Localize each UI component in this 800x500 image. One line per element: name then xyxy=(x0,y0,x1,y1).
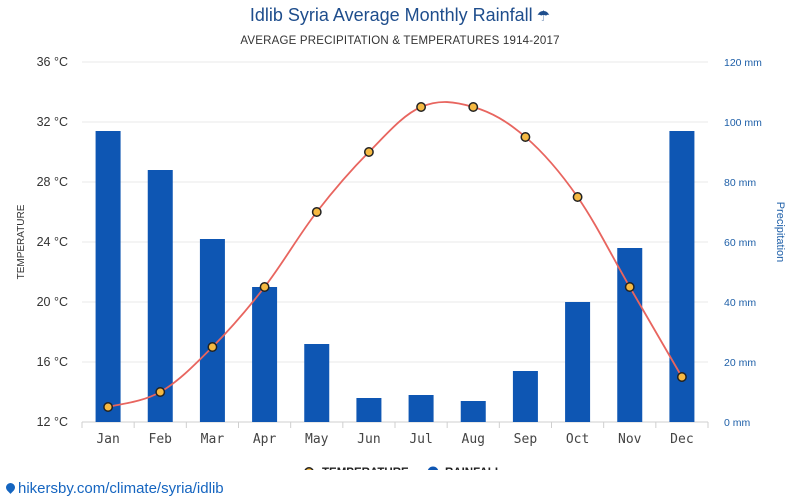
right-tick-label: 0 mm xyxy=(724,417,751,429)
umbrella-icon: ☂ xyxy=(536,8,551,25)
x-tick-label: Mar xyxy=(201,432,225,447)
temperature-curve xyxy=(107,101,683,408)
rainfall-bar xyxy=(565,302,591,422)
left-tick-label: 12 °C xyxy=(37,415,68,429)
x-tick-label: May xyxy=(305,432,329,447)
temperature-point xyxy=(259,282,270,292)
right-tick-label: 40 mm xyxy=(724,297,756,309)
rainfall-bar xyxy=(460,401,486,422)
right-tick-label: 20 mm xyxy=(724,357,756,369)
watermark-link[interactable]: hikersby.com/climate/syria/idlib xyxy=(4,480,224,497)
x-tick-label: Jul xyxy=(409,432,432,447)
grid-lines xyxy=(82,61,708,423)
temperature-point xyxy=(207,342,218,352)
right-axis-title: Precipitation xyxy=(774,202,786,263)
rainfall-bar xyxy=(617,248,643,422)
x-tick-label: Apr xyxy=(253,432,277,447)
left-tick-label: 32 °C xyxy=(37,115,68,129)
temperature-point xyxy=(416,102,427,112)
rainfall-bar xyxy=(95,131,121,422)
left-axis-title: TEMPERATURE xyxy=(16,204,27,279)
x-axis: Jan Feb Mar Apr May Jun Jul Aug Sep Oct Nov Dec xyxy=(81,422,709,447)
temperature-line xyxy=(103,101,687,412)
x-tick-label: Feb xyxy=(149,432,173,447)
x-tick-label: Aug xyxy=(462,432,485,447)
temperature-point xyxy=(520,132,531,142)
temperature-point xyxy=(676,372,687,382)
temperature-point xyxy=(624,282,635,292)
map-pin-icon xyxy=(4,481,17,494)
watermark-text: hikersby.com/climate/syria/idlib xyxy=(18,480,224,497)
left-axis: 36 °C 32 °C 28 °C 24 °C 20 °C 16 °C 12 °C TEMPE… xyxy=(16,55,68,429)
x-tick-label: Dec xyxy=(670,432,693,447)
left-tick-label: 24 °C xyxy=(37,235,68,249)
x-tick-label: Jan xyxy=(96,432,119,447)
rainfall-bar xyxy=(356,398,382,422)
temperature-point xyxy=(468,102,479,112)
legend-marker-swatch xyxy=(304,467,314,470)
rainfall-bar xyxy=(512,371,538,422)
temperature-point xyxy=(103,402,114,412)
right-tick-label: 60 mm xyxy=(724,237,756,249)
right-axis: 120 mm 100 mm 80 mm 60 mm 40 mm 20 mm 0 mm Prec… xyxy=(724,57,786,429)
legend: TEMPERATURE RAINFALL xyxy=(304,466,502,470)
legend-label[interactable]: RAINFALL xyxy=(445,467,502,470)
rainfall-bars xyxy=(95,131,695,422)
legend-label[interactable]: TEMPERATURE xyxy=(322,467,409,470)
temperature-point xyxy=(363,147,374,157)
chart-subtitle: AVERAGE PRECIPITATION & TEMPERATURES 191… xyxy=(240,35,560,47)
rainfall-bar xyxy=(252,287,278,422)
temperature-point xyxy=(572,192,583,202)
x-tick-label: Sep xyxy=(514,432,538,447)
right-tick-label: 120 mm xyxy=(724,57,762,69)
right-tick-label: 100 mm xyxy=(724,117,762,129)
rainfall-bar xyxy=(304,344,330,422)
left-tick-label: 16 °C xyxy=(37,355,68,369)
rainfall-bar xyxy=(199,239,225,422)
x-tick-label: Oct xyxy=(566,432,589,447)
temperature-point xyxy=(311,207,322,217)
x-tick-label: Jun xyxy=(357,432,380,447)
right-tick-label: 80 mm xyxy=(724,177,756,189)
left-tick-label: 20 °C xyxy=(37,295,68,309)
rainfall-bar xyxy=(408,395,434,422)
rainfall-bar xyxy=(147,170,173,422)
legend-bar-swatch xyxy=(427,466,439,470)
left-tick-label: 36 °C xyxy=(37,55,68,69)
chart-title: Idlib Syria Average Monthly Rainfall ☂ xyxy=(0,5,800,26)
temperature-point xyxy=(155,387,166,397)
left-tick-label: 28 °C xyxy=(37,175,68,189)
climate-chart: Jan Feb Mar Apr May Jun Jul Aug Sep Oct Nov Dec 36 … xyxy=(16,55,786,470)
x-tick-label: Nov xyxy=(618,432,642,447)
chart-title-text: Idlib Syria Average Monthly Rainfall xyxy=(249,5,533,25)
